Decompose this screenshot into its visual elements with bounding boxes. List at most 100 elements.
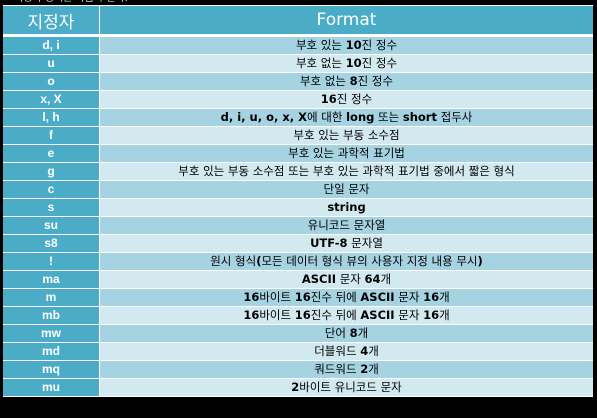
- table-row: f 부호 있는 부동 소수점: [3, 127, 593, 145]
- format-description-cell: 부호 있는 10진 정수: [100, 37, 593, 55]
- text-segment: 진수 뒤에: [310, 290, 361, 304]
- format-description-cell: 단어 8개: [100, 325, 593, 343]
- text-segment: 원시 형식: [210, 254, 257, 268]
- specifier-cell: g: [3, 163, 100, 181]
- bold-text-segment: 10: [345, 38, 362, 52]
- text-segment: 또는: [374, 110, 403, 124]
- text-segment: 유니코드 문자열: [307, 218, 386, 232]
- text-segment: 단어: [324, 326, 350, 340]
- specifier-cell: e: [3, 145, 100, 163]
- table-row: mb 16바이트 16진수 뒤에 ASCII 문자 16개: [3, 307, 593, 325]
- format-description-cell: 2바이트 유니코드 문자: [100, 379, 593, 397]
- text-segment: 개: [439, 290, 450, 304]
- bold-text-segment: 8: [349, 326, 358, 340]
- text-segment: 더블워드: [314, 344, 361, 358]
- text-segment: 문자열: [347, 236, 383, 250]
- specifier-cell: mq: [3, 361, 100, 379]
- text-segment: 진 정수: [357, 74, 394, 88]
- text-segment: 부호 없는: [295, 56, 346, 70]
- format-description-cell: 단일 문자: [100, 181, 593, 199]
- format-description-cell: 16바이트 16진수 뒤에 ASCII 문자 16개: [100, 307, 593, 325]
- text-segment: 쿼드워드: [314, 362, 361, 376]
- table-row: mu 2바이트 유니코드 문자: [3, 379, 593, 397]
- specifier-cell: s8: [3, 235, 100, 253]
- table-row: md 더블워드 4개: [3, 343, 593, 361]
- text-segment: 진 정수: [336, 92, 373, 106]
- bold-text-segment: d, i, u, o, x, X: [220, 110, 308, 124]
- bold-text-segment: ASCII: [360, 308, 395, 322]
- text-segment: 부호 있는 부동 소수점: [293, 128, 400, 142]
- table-header-row: 지정자 Format: [3, 6, 593, 37]
- format-description-cell: d, i, u, o, x, X에 대한 long 또는 short 접두사: [100, 109, 593, 127]
- format-description-cell: 더블워드 4개: [100, 343, 593, 361]
- text-segment: 부호 있는 부동 소수점 또는 부호 있는 과학적 표기법 중에서 짧은 형식: [178, 164, 515, 178]
- bold-text-segment: (: [256, 254, 262, 268]
- format-column-header: Format: [100, 6, 593, 37]
- bold-text-segment: ): [477, 254, 483, 268]
- format-description-cell: 쿼드워드 2개: [100, 361, 593, 379]
- table-row: u 부호 없는 10진 정수: [3, 55, 593, 73]
- text-segment: 단일 문자: [323, 182, 370, 196]
- table-row: s8 UTF-8 문자열: [3, 235, 593, 253]
- format-description-cell: 원시 형식(모든 데이터 형식 뷰의 사용자 지정 내용 무시): [100, 253, 593, 271]
- bold-text-segment: 16: [294, 290, 311, 304]
- text-segment: 모든 데이터 형식 뷰의 사용자 지정 내용 무시: [261, 254, 478, 268]
- specifier-cell: !: [3, 253, 100, 271]
- text-segment: 진 정수: [361, 38, 398, 52]
- text-segment: 개: [439, 308, 450, 322]
- table-row: l, h d, i, u, o, x, X에 대한 long 또는 short 접…: [3, 109, 593, 127]
- bold-text-segment: UTF-8: [310, 236, 348, 250]
- bold-text-segment: 10: [345, 56, 362, 70]
- format-specifier-table: 지정자 Format d, i 부호 있는 10진 정수 u 부호 없는 10진 정수…: [3, 5, 593, 397]
- bold-text-segment: ASCII: [301, 272, 337, 286]
- text-segment: 부호 없는: [299, 74, 350, 88]
- format-description-cell: ASCII 문자 64개: [100, 271, 593, 289]
- table-row: su 유니코드 문자열: [3, 217, 593, 235]
- table-row: s string: [3, 199, 593, 217]
- format-description-cell: 16바이트 16진수 뒤에 ASCII 문자 16개: [100, 289, 593, 307]
- specifier-cell: s: [3, 199, 100, 217]
- specifier-cell: o: [3, 73, 100, 91]
- specifier-cell: mu: [3, 379, 100, 397]
- format-description-cell: 부호 없는 8진 정수: [100, 73, 593, 91]
- text-segment: 에 대한: [307, 110, 347, 124]
- format-description-cell: string: [100, 199, 593, 217]
- cut-off-caption: 지정자 형식은 다음과 같다.: [14, 0, 128, 5]
- text-segment: 바이트: [259, 308, 295, 322]
- text-segment: 바이트 유니코드 문자: [299, 380, 402, 394]
- table-row: x, X 16진 정수: [3, 91, 593, 109]
- specifier-cell: d, i: [3, 37, 100, 55]
- text-segment: 개: [380, 272, 392, 286]
- table-row: e 부호 있는 과학적 표기법: [3, 145, 593, 163]
- specifier-cell: c: [3, 181, 100, 199]
- bold-text-segment: 64: [364, 272, 381, 286]
- bold-text-segment: 16: [320, 92, 337, 106]
- specifier-cell: ma: [3, 271, 100, 289]
- specifier-cell: md: [3, 343, 100, 361]
- bold-text-segment: 16: [423, 308, 440, 322]
- table-row: ! 원시 형식(모든 데이터 형식 뷰의 사용자 지정 내용 무시): [3, 253, 593, 271]
- table-row: mq 쿼드워드 2개: [3, 361, 593, 379]
- specifier-cell: x, X: [3, 91, 100, 109]
- format-description-cell: 부호 있는 부동 소수점: [100, 127, 593, 145]
- format-description-cell: 부호 없는 10진 정수: [100, 55, 593, 73]
- bold-text-segment: short: [402, 110, 437, 124]
- table-row: m 16바이트 16진수 뒤에 ASCII 문자 16개: [3, 289, 593, 307]
- text-segment: 부호 있는 과학적 표기법: [288, 146, 405, 160]
- text-segment: 부호 있는: [295, 38, 346, 52]
- specifier-cell: l, h: [3, 109, 100, 127]
- table-row: mw 단어 8개: [3, 325, 593, 343]
- bold-text-segment: 16: [243, 308, 260, 322]
- table-body: d, i 부호 있는 10진 정수 u 부호 없는 10진 정수 o 부호 없는 8진 정…: [3, 37, 593, 397]
- table-row: o 부호 없는 8진 정수: [3, 73, 593, 91]
- table-row: d, i 부호 있는 10진 정수: [3, 37, 593, 55]
- specifier-cell: mb: [3, 307, 100, 325]
- text-segment: 개: [368, 362, 379, 376]
- bold-text-segment: ASCII: [360, 290, 395, 304]
- specifier-cell: mw: [3, 325, 100, 343]
- specifier-column-header: 지정자: [3, 6, 100, 37]
- text-segment: 바이트: [259, 290, 295, 304]
- specifier-cell: f: [3, 127, 100, 145]
- bold-text-segment: 2: [291, 380, 300, 394]
- bold-text-segment: 2: [360, 362, 369, 376]
